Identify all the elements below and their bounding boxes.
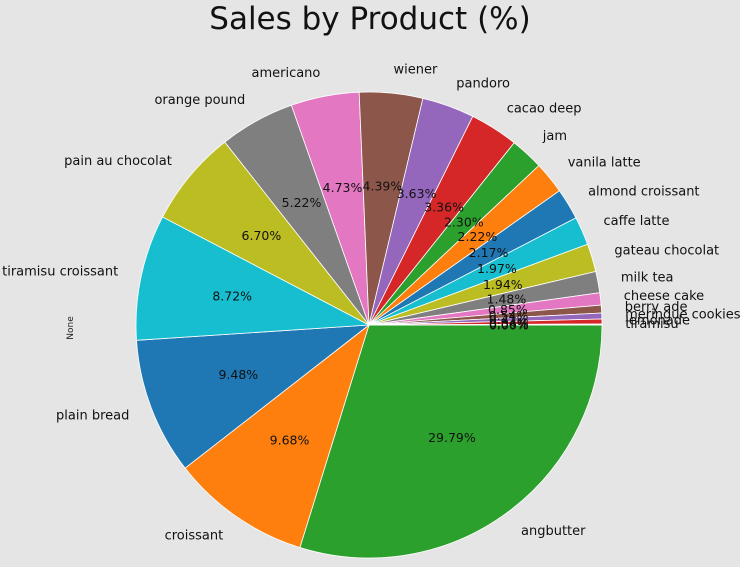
pct-label-tiramisu-croissant: 8.72% [212, 289, 252, 304]
category-label-croissant: croissant [165, 528, 224, 543]
pct-label-angbutter: 29.79% [428, 430, 476, 445]
category-label-tiramisu-croissant: tiramisu croissant [2, 265, 118, 280]
category-label-gateau-chocolat: gateau chocolat [614, 244, 719, 259]
pct-label-meringue-cookies: 0.41% [489, 312, 529, 327]
pct-label-pandoro: 3.63% [397, 186, 437, 201]
pct-label-jam: 2.30% [444, 215, 484, 230]
pct-label-cacao-deep: 3.36% [424, 200, 464, 215]
pct-label-americano: 4.73% [323, 180, 363, 195]
slice-tiramisu-croissant [135, 216, 371, 341]
pct-label-pain-au-chocolat: 6.70% [242, 228, 282, 243]
category-label-caffe-latte: caffe latte [604, 214, 670, 229]
pct-label-plain-bread: 9.48% [218, 367, 258, 382]
category-label-wiener: wiener [394, 62, 438, 77]
slice-croissant [184, 323, 370, 549]
category-label-pandoro: pandoro [456, 77, 510, 92]
pct-label-item-21: 0.00% [489, 318, 529, 333]
pct-label-wiener: 4.39% [363, 178, 403, 193]
category-label-tiramisu: tiramisu [625, 317, 678, 332]
pct-label-orange-pound: 5.22% [282, 195, 322, 210]
slice-plain-bread [136, 324, 371, 469]
y-axis-label: None [66, 316, 76, 340]
chart-title: Sales by Product (%) [209, 1, 531, 37]
category-label-almond-croissant: almond croissant [588, 185, 699, 200]
category-label-jam: jam [542, 129, 567, 144]
category-label-milk-tea: milk tea [621, 270, 674, 285]
category-label-cacao-deep: cacao deep [507, 101, 582, 116]
category-label-angbutter: angbutter [521, 524, 586, 539]
category-label-berry-ade: berry ade [625, 300, 688, 315]
category-label-meringue-cookies: meringue cookies [625, 308, 740, 323]
category-label-cheese-cake: cheese cake [624, 289, 704, 304]
category-label-plain-bread: plain bread [56, 409, 129, 424]
pct-label-almond-croissant: 2.17% [469, 245, 509, 260]
category-label-americano: americano [251, 66, 320, 81]
slice-angbutter [299, 324, 603, 559]
category-labels: angbutter croissant plain bread tiramisu cr… [2, 62, 740, 543]
pct-label-caffe-latte: 1.97% [477, 261, 517, 276]
pct-label-lemonade: 0.34% [489, 315, 529, 330]
pct-label-cheese-cake: 0.85% [488, 302, 528, 317]
pct-label-croissant: 9.68% [270, 433, 310, 448]
category-label-orange-pound: orange pound [154, 93, 245, 108]
pct-label-berry-ade: 0.54% [489, 308, 529, 323]
pct-label-vanila-latte: 2.22% [458, 229, 498, 244]
category-label-pain-au-chocolat: pain au chocolat [64, 154, 172, 169]
pct-label-milk-tea: 1.48% [487, 292, 527, 307]
category-label-lemonade: lemonade [625, 314, 690, 329]
category-label-vanila-latte: vanila latte [568, 156, 641, 171]
pie-slices [135, 91, 603, 559]
percentage-labels: 29.79% 9.68% 9.48% 8.72% 6.70% 5.22%4.73% 4.39… [212, 178, 528, 447]
pct-label-tiramisu: 0.06% [489, 317, 529, 332]
pct-label-gateau-chocolat: 1.94% [483, 277, 523, 292]
